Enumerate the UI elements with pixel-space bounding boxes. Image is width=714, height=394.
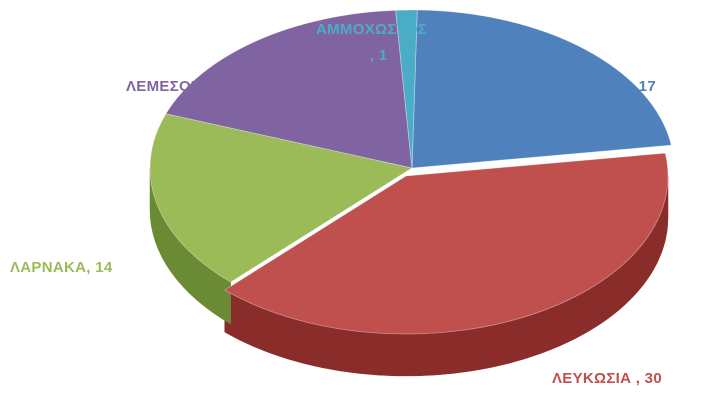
label-lemesos: ΛΕΜΕΣΟΣ, 14 bbox=[126, 78, 227, 95]
label-ammochostos-line1: ΑΜΜΟΧΩΣΤΟΣ bbox=[316, 21, 428, 38]
slice-ΛΕΜΕΣΟΣ bbox=[165, 9, 413, 169]
slice-ΑΜΜΟΧΩΣΤΟΣ bbox=[395, 9, 418, 169]
pie-tops bbox=[149, 9, 672, 335]
label-larnaka: ΛΑΡΝΑΚΑ, 14 bbox=[10, 259, 113, 276]
slice-ΛΑΡΝΑΚΑ bbox=[149, 113, 414, 283]
slice-ΛΕΥΚΩΣΙΑ bbox=[223, 152, 669, 335]
label-lefkosia: ΛΕΥΚΩΣΙΑ , 30 bbox=[552, 370, 662, 387]
slice-ΠΑΦΟΣ bbox=[411, 9, 672, 169]
label-pafos: ΠΑΦΟΣ, 17 bbox=[574, 78, 656, 95]
label-ammochostos-line2: , 1 bbox=[370, 47, 388, 64]
